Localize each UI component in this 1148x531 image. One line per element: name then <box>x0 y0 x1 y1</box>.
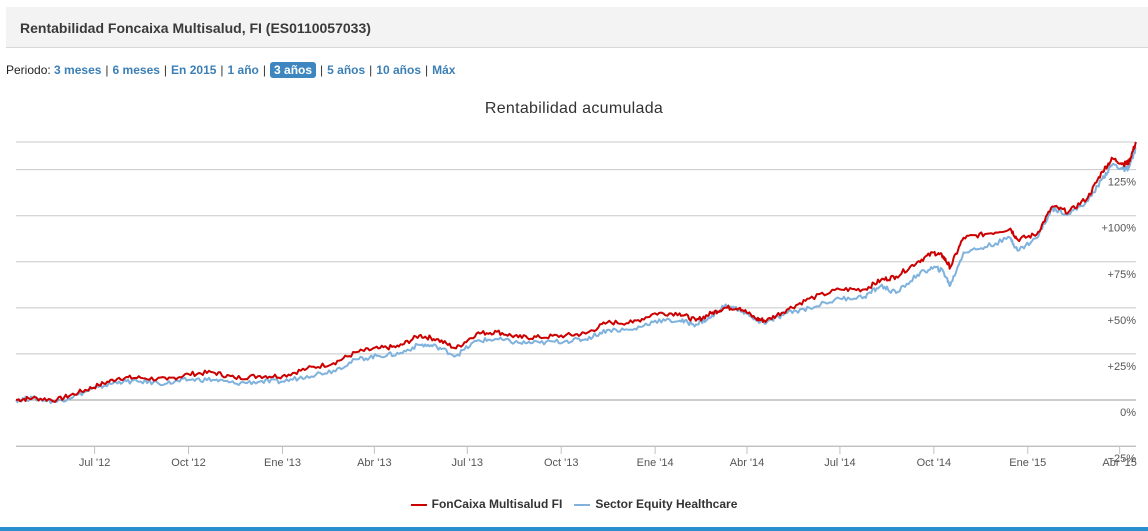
legend-swatch <box>574 503 591 506</box>
period-option-1[interactable]: 3 meses <box>54 63 102 77</box>
chart-title: Rentabilidad acumulada <box>484 100 664 117</box>
legend-item-2[interactable]: Sector Equity Healthcare <box>574 497 737 511</box>
period-separator: | <box>105 63 109 77</box>
period-options: 3 meses | 6 meses | En 2015 | 1 año | 3 años | 5 a… <box>54 62 456 78</box>
period-separator: | <box>425 63 429 77</box>
x-tick-label: Jul '12 <box>79 457 110 469</box>
period-separator: | <box>163 63 168 77</box>
period-separator: | <box>262 63 267 77</box>
legend-item-1[interactable]: FonCaixa Multisalud FI <box>410 497 563 511</box>
y-tick-label: +25% <box>1108 361 1137 373</box>
period-option-5[interactable]: 3 años <box>270 62 317 78</box>
period-option-7[interactable]: 10 años <box>376 63 421 77</box>
x-tick-label: Oct '13 <box>544 457 579 469</box>
x-tick-label: Abr '15 <box>1102 457 1137 469</box>
y-tick-label: +100% <box>1101 223 1136 235</box>
x-tick-label: Ene '15 <box>1009 457 1046 469</box>
x-tick-label: Oct '12 <box>171 457 206 469</box>
x-tick-label: Jul '13 <box>452 457 483 469</box>
period-selector: Periodo: 3 meses | 6 meses | En 2015 | 1 año | 3… <box>6 62 456 78</box>
x-axis: Jul '12 Oct '12 Ene '13 Abr '13 Jul '13 Oct '… <box>16 446 1137 469</box>
legend-swatch <box>410 503 427 506</box>
y-tick-label: +50% <box>1108 315 1137 327</box>
chart-legend: FonCaixa Multisalud FI Sector Equity Heal… <box>0 497 1148 511</box>
legend-label: FonCaixa Multisalud FI <box>431 497 563 511</box>
x-tick-label: Abr '14 <box>730 457 765 469</box>
period-option-3[interactable]: En 2015 <box>171 63 217 77</box>
x-tick-label: Abr '13 <box>357 457 392 469</box>
page-header: Rentabilidad Foncaixa Multisalud, FI (ES… <box>6 7 1148 48</box>
chart-series <box>15 141 1137 404</box>
x-tick-label: Jul '14 <box>824 457 855 469</box>
period-separator: | <box>369 63 373 77</box>
y-axis-ticks: −25% 0% +25% +50% +75% +100% 125% <box>1101 177 1136 465</box>
series-line-fund <box>15 141 1137 403</box>
x-tick-label: Oct '14 <box>917 457 952 469</box>
period-label: Periodo: <box>6 63 51 77</box>
y-tick-label: +75% <box>1108 269 1137 281</box>
period-option-6[interactable]: 5 años <box>327 63 366 77</box>
series-line-sector <box>15 146 1137 404</box>
period-separator: | <box>220 63 224 77</box>
page-title: Rentabilidad Foncaixa Multisalud, FI (ES… <box>20 20 371 36</box>
period-option-4[interactable]: 1 año <box>227 63 259 77</box>
legend-label: Sector Equity Healthcare <box>595 497 738 511</box>
y-tick-label: −25% <box>1108 453 1137 465</box>
x-tick-label: Ene '14 <box>637 457 674 469</box>
chart-grid <box>16 141 1136 447</box>
y-tick-label: 0% <box>1120 407 1136 419</box>
period-option-8[interactable]: Máx <box>432 63 456 77</box>
period-separator: | <box>320 63 324 77</box>
bottom-accent-bar <box>0 527 1148 531</box>
x-tick-label: Ene '13 <box>264 457 301 469</box>
y-tick-label: 125% <box>1108 177 1136 189</box>
period-option-2[interactable]: 6 meses <box>112 63 160 77</box>
